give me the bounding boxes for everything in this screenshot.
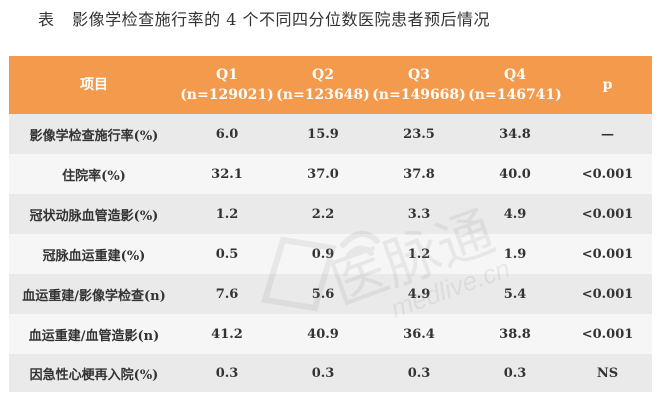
cell-q3: 36.4 xyxy=(371,314,467,354)
table-row: 血运重建/影像学检查(n) 7.6 5.6 4.9 5.4 <0.001 xyxy=(9,274,652,314)
table-row: 冠脉血运重建(%) 0.5 0.9 1.2 1.9 <0.001 xyxy=(9,234,652,274)
table-header-row: 项目 Q1 (n=129021) Q2 (n=123648) Q3 (n=149… xyxy=(9,56,652,114)
row-item-label: 血运重建/影像学检查(n) xyxy=(9,274,179,314)
cell-q4: 34.8 xyxy=(467,114,563,154)
cell-q4: 4.9 xyxy=(467,194,563,234)
cell-q1: 1.2 xyxy=(179,194,275,234)
row-item-label: 冠状动脉血管造影(%) xyxy=(9,194,179,234)
header-q1-name: Q1 xyxy=(216,67,238,83)
cell-q2: 0.3 xyxy=(275,354,371,392)
cell-q1: 7.6 xyxy=(179,274,275,314)
row-item-label: 住院率(%) xyxy=(9,154,179,194)
table-row: 住院率(%) 32.1 37.0 37.8 40.0 <0.001 xyxy=(9,154,652,194)
cell-q3: 0.3 xyxy=(371,354,467,392)
cell-q1: 6.0 xyxy=(179,114,275,154)
cell-q3: 1.2 xyxy=(371,234,467,274)
header-q3: Q3 (n=149668) xyxy=(371,56,467,114)
cell-p: <0.001 xyxy=(563,274,652,314)
cell-q4: 0.3 xyxy=(467,354,563,392)
header-q4: Q4 (n=146741) xyxy=(467,56,563,114)
header-q3-n: (n=149668) xyxy=(372,87,466,103)
header-q2-name: Q2 xyxy=(312,67,334,83)
header-q2: Q2 (n=123648) xyxy=(275,56,371,114)
outcomes-table: 项目 Q1 (n=129021) Q2 (n=123648) Q3 (n=149… xyxy=(9,56,652,392)
header-q1: Q1 (n=129021) xyxy=(179,56,275,114)
table-caption: 表 影像学检查施行率的 4 个不同四分位数医院患者预后情况 xyxy=(38,6,490,30)
header-q3-name: Q3 xyxy=(408,67,430,83)
cell-p: <0.001 xyxy=(563,154,652,194)
header-item: 项目 xyxy=(9,56,179,114)
cell-p: <0.001 xyxy=(563,234,652,274)
table-row: 冠状动脉血管造影(%) 1.2 2.2 3.3 4.9 <0.001 xyxy=(9,194,652,234)
cell-q2: 40.9 xyxy=(275,314,371,354)
header-q4-name: Q4 xyxy=(504,67,526,83)
header-q2-n: (n=123648) xyxy=(276,87,370,103)
row-item-label: 冠脉血运重建(%) xyxy=(9,234,179,274)
caption-title: 影像学检查施行率的 4 个不同四分位数医院患者预后情况 xyxy=(72,10,490,29)
header-q4-n: (n=146741) xyxy=(468,87,562,103)
cell-p: NS xyxy=(563,354,652,392)
cell-q3: 3.3 xyxy=(371,194,467,234)
cell-q2: 0.9 xyxy=(275,234,371,274)
cell-q4: 40.0 xyxy=(467,154,563,194)
cell-q3: 37.8 xyxy=(371,154,467,194)
cell-q1: 0.3 xyxy=(179,354,275,392)
row-item-label: 影像学检查施行率(%) xyxy=(9,114,179,154)
cell-q4: 1.9 xyxy=(467,234,563,274)
cell-q4: 38.8 xyxy=(467,314,563,354)
cell-q2: 15.9 xyxy=(275,114,371,154)
cell-q1: 32.1 xyxy=(179,154,275,194)
cell-q3: 4.9 xyxy=(371,274,467,314)
cell-q2: 5.6 xyxy=(275,274,371,314)
header-q1-n: (n=129021) xyxy=(180,87,274,103)
cell-q1: 0.5 xyxy=(179,234,275,274)
cell-p: <0.001 xyxy=(563,194,652,234)
caption-label: 表 xyxy=(38,10,55,29)
table-row: 影像学检查施行率(%) 6.0 15.9 23.5 34.8 — xyxy=(9,114,652,154)
cell-p: <0.001 xyxy=(563,314,652,354)
cell-q4: 5.4 xyxy=(467,274,563,314)
table-row: 血运重建/血管造影(n) 41.2 40.9 36.4 38.8 <0.001 xyxy=(9,314,652,354)
row-item-label: 血运重建/血管造影(n) xyxy=(9,314,179,354)
header-p: p xyxy=(563,56,652,114)
cell-p: — xyxy=(563,114,652,154)
table-row: 因急性心梗再入院(%) 0.3 0.3 0.3 0.3 NS xyxy=(9,354,652,392)
cell-q2: 2.2 xyxy=(275,194,371,234)
cell-q3: 23.5 xyxy=(371,114,467,154)
row-item-label: 因急性心梗再入院(%) xyxy=(9,354,179,392)
cell-q2: 37.0 xyxy=(275,154,371,194)
cell-q1: 41.2 xyxy=(179,314,275,354)
